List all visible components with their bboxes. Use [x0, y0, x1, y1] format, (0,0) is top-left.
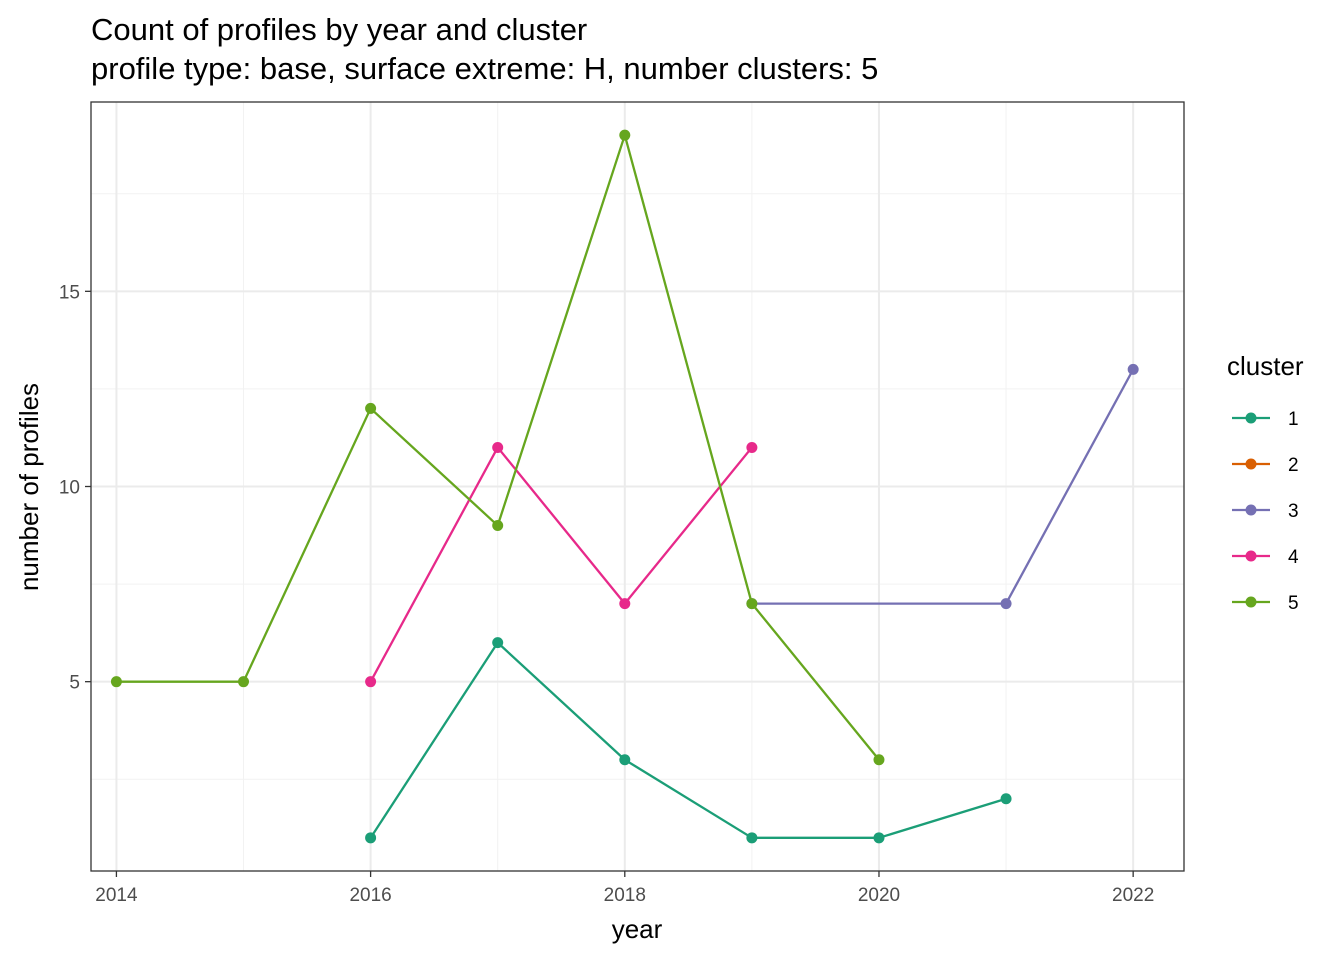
legend-label-1: 1: [1288, 409, 1299, 430]
x-tick-label-1: 2016: [349, 885, 391, 906]
data-point-cluster-1-2016: [365, 832, 377, 844]
legend-key-point-2: [1245, 458, 1257, 470]
legend-label-4: 4: [1288, 547, 1299, 568]
data-point-cluster-1-2020: [873, 832, 885, 844]
legend-label-3: 3: [1288, 501, 1299, 522]
series-line-cluster-1: [369, 641, 1007, 839]
data-point-cluster-1-2017: [492, 637, 504, 649]
legend-key-point-1: [1245, 412, 1257, 424]
legend-key-point-4: [1245, 550, 1257, 562]
x-tick-label-3: 2020: [858, 885, 900, 906]
chart-title: Count of profiles by year and cluster: [91, 12, 587, 47]
data-point-cluster-3-2022: [1127, 363, 1139, 375]
x-tick-label-0: 2014: [95, 885, 138, 906]
data-point-cluster-1-2018: [619, 754, 631, 766]
y-axis-title: number of profiles: [14, 383, 44, 591]
legend-title: cluster: [1227, 351, 1304, 381]
legend-key-point-3: [1245, 504, 1257, 516]
data-point-cluster-1-2019: [746, 832, 758, 844]
data-point-cluster-4-2018: [619, 598, 631, 610]
data-point-cluster-3-2021: [1000, 598, 1012, 610]
y-tick-label-2: 15: [59, 282, 80, 303]
series-line-cluster-4: [369, 446, 753, 683]
y-tick-label-0: 5: [69, 673, 80, 694]
y-tick-label-1: 10: [59, 478, 80, 499]
legend: cluster 1 2 3 4 5: [1227, 351, 1304, 614]
y-axis: 5 10 15: [59, 282, 91, 694]
legend-label-2: 2: [1288, 455, 1299, 476]
data-point-cluster-5-2016: [365, 402, 377, 414]
x-tick-label-2: 2018: [604, 885, 646, 906]
x-axis: 2014 2016 2018 2020 2022: [95, 871, 1154, 906]
data-point-cluster-4-2019: [746, 441, 758, 453]
chart-subtitle: profile type: base, surface extreme: H, …: [91, 51, 878, 86]
data-point-cluster-4-2017: [492, 441, 504, 453]
legend-label-5: 5: [1288, 593, 1299, 614]
data-point-cluster-5-2020: [873, 754, 885, 766]
data-point-cluster-5-2018: [619, 129, 631, 141]
data-point-cluster-5-2017: [492, 520, 504, 532]
data-point-cluster-5-2014: [110, 676, 122, 688]
major-gridlines: [91, 102, 1184, 871]
data-point-cluster-5-2015: [238, 676, 250, 688]
data-point-cluster-5-2019: [746, 598, 758, 610]
x-axis-title: year: [612, 914, 663, 944]
x-tick-label-4: 2022: [1112, 885, 1154, 906]
series-layer: [110, 129, 1139, 844]
data-point-cluster-1-2021: [1000, 793, 1012, 805]
legend-key-point-5: [1245, 596, 1257, 608]
data-point-cluster-4-2016: [365, 676, 377, 688]
